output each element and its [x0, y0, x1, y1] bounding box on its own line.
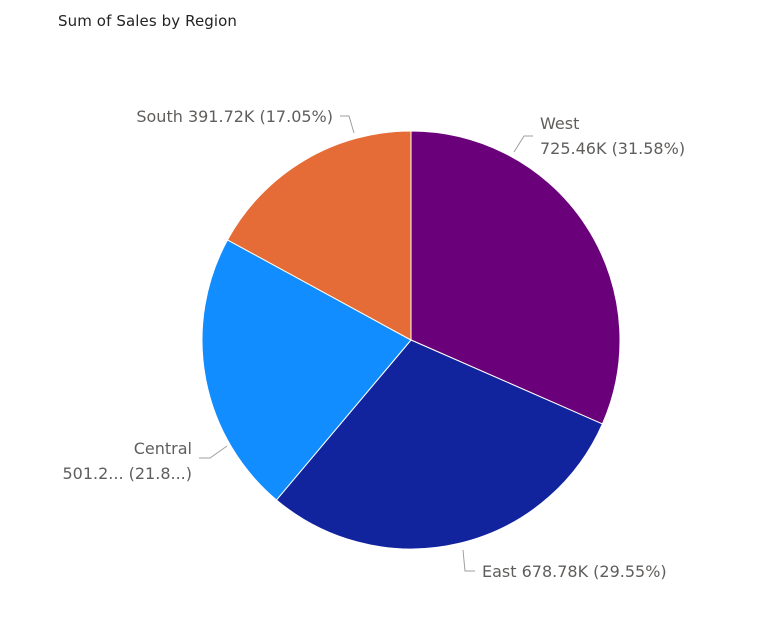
data-label-south: South 391.72K (17.05%)	[136, 107, 333, 126]
chart-title: Sum of Sales by Region	[58, 12, 238, 30]
data-label-west: West	[540, 114, 579, 133]
pie-slice-central[interactable]	[201, 239, 412, 501]
data-label-central: Central	[134, 439, 192, 458]
leader-line-west	[513, 135, 533, 153]
leader-line-east	[462, 549, 475, 572]
data-label-west-value: 725.46K (31.58%)	[540, 139, 685, 158]
pie-slice-south[interactable]	[226, 130, 412, 341]
leader-line-south	[340, 115, 355, 134]
pie-slice-east[interactable]	[275, 339, 604, 550]
data-label-central-value: 501.2... (21.8...)	[62, 464, 192, 483]
pie-slice-west[interactable]	[410, 130, 621, 425]
leader-line-central	[199, 445, 228, 459]
data-label-east: East 678.78K (29.55%)	[482, 562, 667, 581]
